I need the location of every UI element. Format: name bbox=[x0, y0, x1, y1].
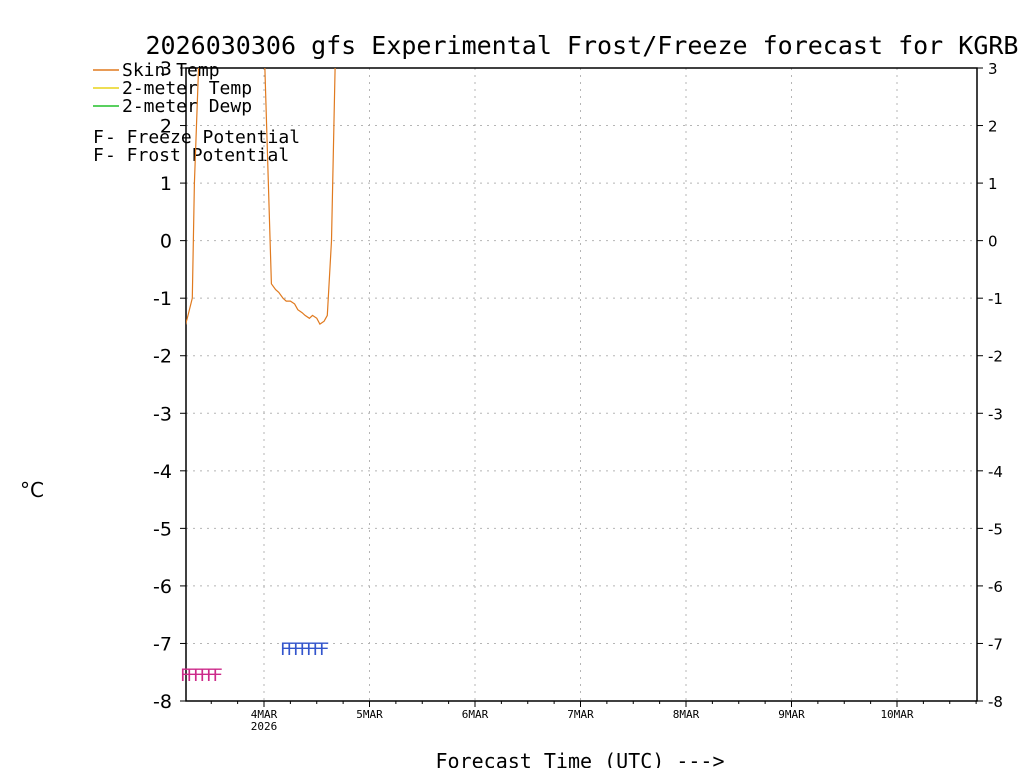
y-tick-label-right: 0 bbox=[988, 233, 998, 251]
y-tick-label-right: 1 bbox=[988, 175, 998, 193]
y-tick-label: -6 bbox=[153, 576, 172, 598]
grid bbox=[186, 68, 977, 701]
frost-potential-marker: F bbox=[287, 640, 297, 660]
y-tick-label-right: -7 bbox=[988, 635, 1003, 653]
y-tick-label: -2 bbox=[153, 346, 172, 368]
x-axis-label: Forecast Time (UTC) ---> bbox=[436, 749, 725, 768]
legend-label: 2-meter Dewp bbox=[122, 96, 252, 117]
y-tick-label: 2 bbox=[160, 116, 172, 138]
y-tick-label: 1 bbox=[160, 173, 172, 195]
y-tick-label: -4 bbox=[153, 461, 172, 483]
freeze-potential-marker: F bbox=[187, 666, 197, 686]
y-tick-label-right: -1 bbox=[988, 290, 1003, 308]
freeze-potential-marker: F bbox=[180, 666, 190, 686]
y-tick-label: -1 bbox=[153, 288, 172, 310]
chart-title: 2026030306 gfs Experimental Frost/Freeze… bbox=[146, 31, 1019, 60]
y-tick-label: 3 bbox=[160, 58, 172, 80]
y-tick-label: 0 bbox=[160, 231, 172, 253]
freeze-potential-marker: F bbox=[193, 666, 203, 686]
plot-frame bbox=[185, 67, 978, 702]
y-tick-label: -5 bbox=[153, 518, 172, 540]
frost-potential-marker: F bbox=[306, 640, 316, 660]
y-axis-right: -8 -7 -6 -5 -4 -3 -2 -1 0 1 2 3 bbox=[977, 60, 1003, 711]
frost-potential-marker: F bbox=[300, 640, 310, 660]
potential-marker-glyph: F bbox=[93, 127, 104, 148]
x-tick-label: 5MAR bbox=[356, 708, 383, 721]
y-tick-label-right: -8 bbox=[988, 693, 1003, 711]
x-tick-label: 4MAR bbox=[251, 708, 278, 721]
y-tick-label: -3 bbox=[153, 403, 172, 425]
y-tick-label-right: -2 bbox=[988, 348, 1003, 366]
frost-potential-marker: F bbox=[280, 640, 290, 660]
y-tick-label: -7 bbox=[153, 633, 172, 655]
frost-potential-marker: F bbox=[293, 640, 303, 660]
freeze-potential-marker: F bbox=[213, 666, 223, 686]
y-axis-left: -8 -7 -6 -5 -4 -3 -2 -1 0 1 2 3 bbox=[153, 58, 186, 713]
y-tick-label-right: -5 bbox=[988, 520, 1003, 538]
potential-marker-glyph: F bbox=[93, 145, 104, 166]
y-tick-label: -8 bbox=[153, 691, 172, 713]
frost-potential-marker: F bbox=[313, 640, 323, 660]
x-tick-label: 10MAR bbox=[880, 708, 913, 721]
y-tick-label-right: -4 bbox=[988, 463, 1003, 481]
x-tick-label: 8MAR bbox=[673, 708, 700, 721]
x-tick-label: 7MAR bbox=[567, 708, 594, 721]
legend-label: Skin Temp bbox=[122, 60, 220, 81]
x-tick-label: 9MAR bbox=[778, 708, 805, 721]
y-tick-label-right: -6 bbox=[988, 578, 1003, 596]
y-axis-label: °C bbox=[20, 478, 44, 502]
y-tick-label-right: 3 bbox=[988, 60, 998, 78]
x-tick-sublabel: 2026 bbox=[251, 720, 278, 733]
legend-label: 2-meter Temp bbox=[122, 78, 252, 99]
potential-legend-label: - Freeze Potential bbox=[105, 127, 300, 148]
freeze-potential-marker: F bbox=[200, 666, 210, 686]
frost-potential-marker: F bbox=[319, 640, 329, 660]
x-tick-label: 6MAR bbox=[462, 708, 489, 721]
y-tick-label-right: 2 bbox=[988, 118, 998, 136]
y-tick-label-right: -3 bbox=[988, 405, 1003, 423]
freeze-potential-marker: F bbox=[206, 666, 216, 686]
potential-legend-label: - Frost Potential bbox=[105, 145, 289, 166]
